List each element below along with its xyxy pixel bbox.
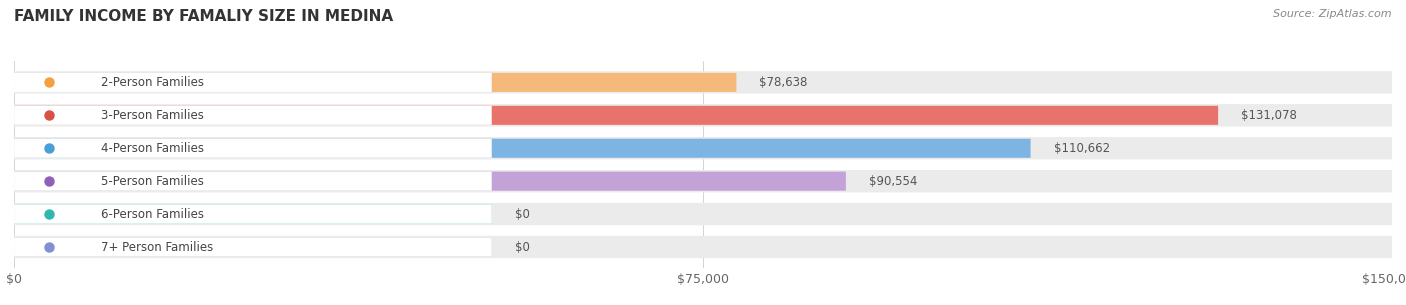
Text: 6-Person Families: 6-Person Families (101, 208, 204, 221)
Text: 5-Person Families: 5-Person Families (101, 175, 204, 188)
Text: FAMILY INCOME BY FAMALIY SIZE IN MEDINA: FAMILY INCOME BY FAMALIY SIZE IN MEDINA (14, 9, 394, 24)
Text: 2-Person Families: 2-Person Families (101, 76, 204, 89)
FancyBboxPatch shape (14, 238, 492, 257)
FancyBboxPatch shape (14, 172, 492, 191)
FancyBboxPatch shape (14, 238, 492, 257)
FancyBboxPatch shape (14, 170, 1392, 192)
Text: $0: $0 (515, 241, 530, 253)
FancyBboxPatch shape (14, 71, 1392, 94)
FancyBboxPatch shape (14, 73, 737, 92)
FancyBboxPatch shape (14, 203, 1392, 225)
Text: $90,554: $90,554 (869, 175, 917, 188)
FancyBboxPatch shape (14, 139, 492, 158)
FancyBboxPatch shape (14, 139, 1031, 158)
Text: 7+ Person Families: 7+ Person Families (101, 241, 214, 253)
FancyBboxPatch shape (14, 137, 1392, 160)
Text: $0: $0 (515, 208, 530, 221)
FancyBboxPatch shape (14, 172, 846, 191)
Text: $131,078: $131,078 (1241, 109, 1296, 122)
FancyBboxPatch shape (14, 205, 492, 224)
Text: $110,662: $110,662 (1053, 142, 1109, 155)
Text: 3-Person Families: 3-Person Families (101, 109, 204, 122)
FancyBboxPatch shape (14, 236, 1392, 258)
FancyBboxPatch shape (14, 106, 1218, 125)
FancyBboxPatch shape (14, 106, 492, 125)
Text: $78,638: $78,638 (759, 76, 808, 89)
FancyBboxPatch shape (14, 73, 492, 92)
FancyBboxPatch shape (14, 104, 1392, 127)
Text: Source: ZipAtlas.com: Source: ZipAtlas.com (1274, 9, 1392, 19)
Text: 4-Person Families: 4-Person Families (101, 142, 204, 155)
FancyBboxPatch shape (14, 205, 492, 224)
